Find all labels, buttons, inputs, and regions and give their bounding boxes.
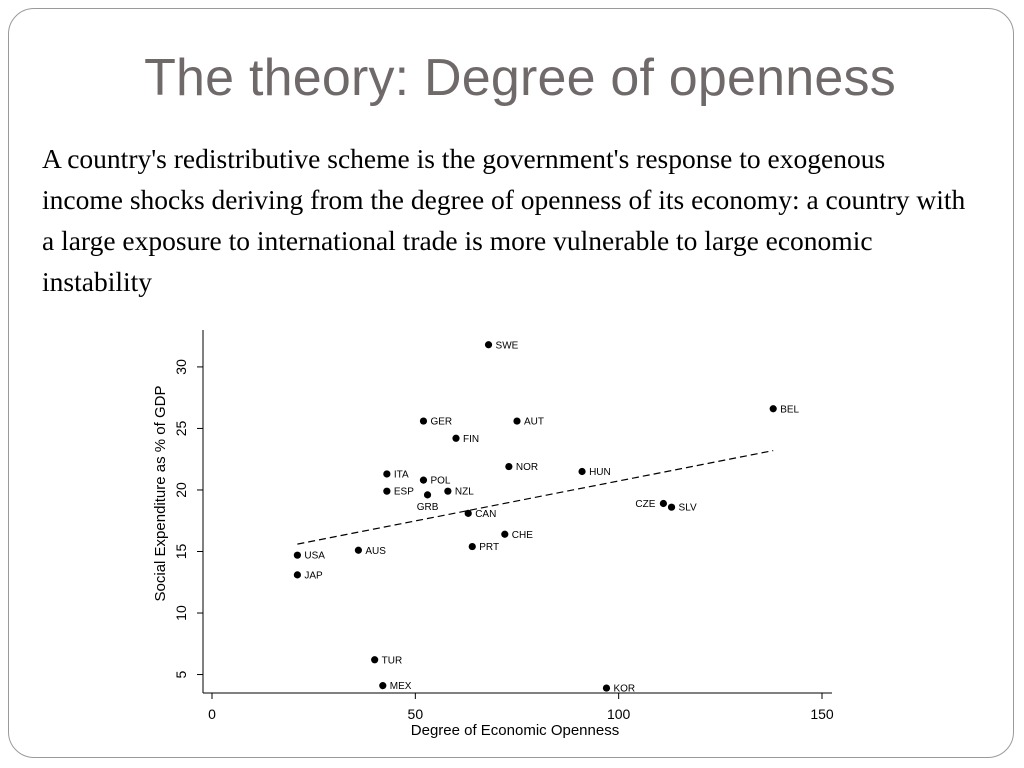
data-point-grb <box>423 491 432 499</box>
data-point-label: GRB <box>417 502 439 513</box>
data-point-tur <box>371 656 379 664</box>
x-axis: 0 50 100 150 <box>203 692 834 722</box>
data-point-jap <box>293 571 301 579</box>
data-point-label: CZE <box>635 499 655 510</box>
data-point-label: POL <box>430 476 450 487</box>
data-point-usa <box>293 551 301 559</box>
data-point-label: CAN <box>475 509 496 520</box>
trend-line <box>297 450 774 545</box>
data-point-ita <box>383 470 391 478</box>
data-point-label: CHE <box>512 530 533 541</box>
data-point-fin <box>452 434 460 442</box>
y-axis: 5 10 15 20 25 30 <box>173 330 204 693</box>
x-tick-label: 50 <box>408 706 424 722</box>
data-point-label: AUS <box>365 546 386 557</box>
data-points: SWE BEL GER AUT FIN NOR HUN ITA POL ESP NZL GRB CZE S… <box>293 340 800 695</box>
data-point-label: FIN <box>463 434 479 445</box>
x-tick-label: 150 <box>810 706 834 722</box>
data-point-label: PRT <box>479 542 499 553</box>
data-point-label: NOR <box>516 462 538 473</box>
data-point-label: GER <box>430 417 452 428</box>
data-point-cze <box>659 499 668 508</box>
data-point-pol <box>419 476 428 484</box>
data-point-kor <box>602 684 611 692</box>
x-axis-title: Degree of Economic Openness <box>411 722 619 739</box>
y-axis-title: Social Expenditure as % of GDP <box>152 386 169 602</box>
y-tick-label: 5 <box>173 670 189 678</box>
y-tick-label: 15 <box>173 543 189 559</box>
y-tick-label: 30 <box>173 359 189 375</box>
data-point-label: JAP <box>304 570 323 581</box>
trend-line-group <box>297 450 774 545</box>
y-tick-label: 20 <box>173 482 189 498</box>
data-point-hun <box>578 467 586 476</box>
slide-title: The theory: Degree of openness <box>144 49 896 107</box>
data-point-label: SWE <box>496 340 519 351</box>
slide-body-text: A country's redistributive scheme is the… <box>42 143 966 297</box>
x-tick-label: 100 <box>607 706 631 722</box>
data-point-esp <box>383 487 391 495</box>
data-point-label: BEL <box>780 404 799 415</box>
y-tick-label: 10 <box>173 605 189 621</box>
data-point-slv <box>667 503 676 511</box>
data-point-label: ITA <box>394 469 409 480</box>
data-point-swe <box>484 341 493 349</box>
data-point-aut <box>513 417 521 425</box>
y-tick-label: 25 <box>173 420 189 436</box>
data-point-label: USA <box>304 551 325 562</box>
data-point-label: HUN <box>589 467 611 478</box>
data-point-label: NZL <box>455 487 474 498</box>
data-point-label: AUT <box>524 417 544 428</box>
data-point-ger <box>419 417 428 425</box>
data-point-nzl <box>444 487 452 495</box>
data-point-aus <box>354 546 362 554</box>
data-point-can <box>464 509 472 517</box>
data-point-label: KOR <box>613 684 635 695</box>
x-tick-label: 0 <box>208 706 216 722</box>
data-point-label: SLV <box>679 503 697 514</box>
data-point-label: TUR <box>382 655 403 666</box>
data-point-nor <box>505 462 513 471</box>
data-point-label: MEX <box>390 681 412 692</box>
data-point-mex <box>379 682 387 690</box>
data-point-label: ESP <box>394 487 414 498</box>
slide-frame <box>8 8 1014 758</box>
data-point-che <box>501 530 509 538</box>
data-point-bel <box>769 405 777 413</box>
data-point-prt <box>468 542 476 551</box>
